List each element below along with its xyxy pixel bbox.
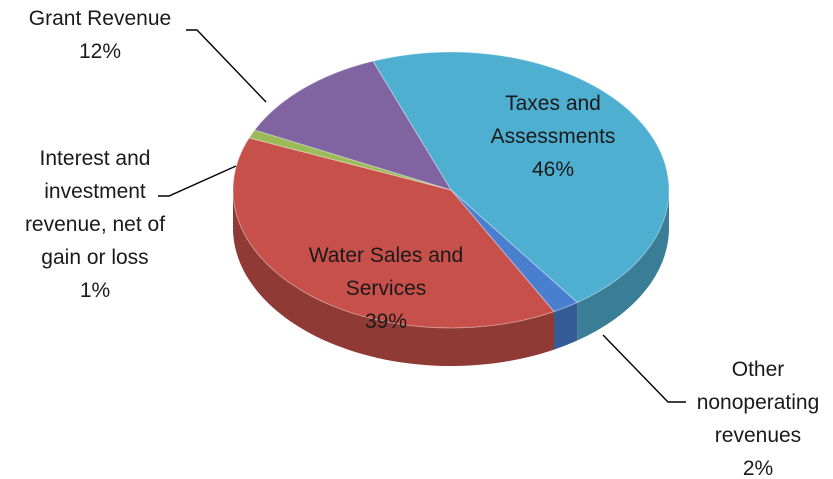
slice-label-line: gain or loss: [41, 246, 148, 269]
slice-label-line: Taxes and: [505, 92, 601, 115]
pie-slice-4: [253, 60, 453, 191]
pie-side-0: [577, 190, 669, 341]
slice-label-line: Assessments: [491, 125, 616, 148]
leader-line-4: [186, 29, 267, 103]
slice-label-line: revenues: [715, 424, 801, 447]
slice-label-line: nonoperating: [697, 391, 820, 414]
leader-line-3: [158, 165, 237, 197]
pie-side-2: [233, 190, 555, 366]
slice-label-line: Services: [346, 277, 427, 300]
slice-label-line: 2%: [743, 457, 773, 479]
pie-slice-3: [248, 129, 452, 191]
slice-label-line: Grant Revenue: [29, 7, 171, 30]
slice-label-1: Other nonoperating revenues 2%: [697, 358, 820, 479]
pie-slice-2: [232, 137, 555, 329]
slice-label-line: Other: [732, 358, 785, 381]
slice-label-4: Grant Revenue 12%: [29, 7, 171, 63]
pie-slice-0: [372, 51, 670, 304]
slice-label-line: 12%: [79, 40, 121, 63]
leader-line-1: [602, 334, 686, 403]
slice-label-line: 1%: [80, 279, 110, 302]
slice-label-line: Interest and: [40, 147, 151, 170]
slice-label-line: 46%: [532, 158, 574, 181]
slice-label-line: investment: [44, 180, 146, 203]
pie-slice-1: [450, 189, 579, 313]
leader-lines: [158, 29, 686, 403]
slice-label-line: Water Sales and: [309, 244, 463, 267]
pie-sides: [233, 190, 669, 366]
slice-labels: Taxes and Assessments 46% Other nonoperating…: [25, 7, 819, 479]
pie-slices: [232, 51, 670, 329]
slice-label-line: 39%: [365, 310, 407, 333]
pie-side-1: [554, 302, 578, 350]
slice-label-0: Taxes and Assessments 46%: [491, 92, 616, 181]
slice-label-2: Water Sales and Services 39%: [309, 244, 463, 333]
slice-label-3: Interest and investment revenue, net of gai…: [25, 147, 165, 302]
slice-label-line: revenue, net of: [25, 213, 165, 236]
